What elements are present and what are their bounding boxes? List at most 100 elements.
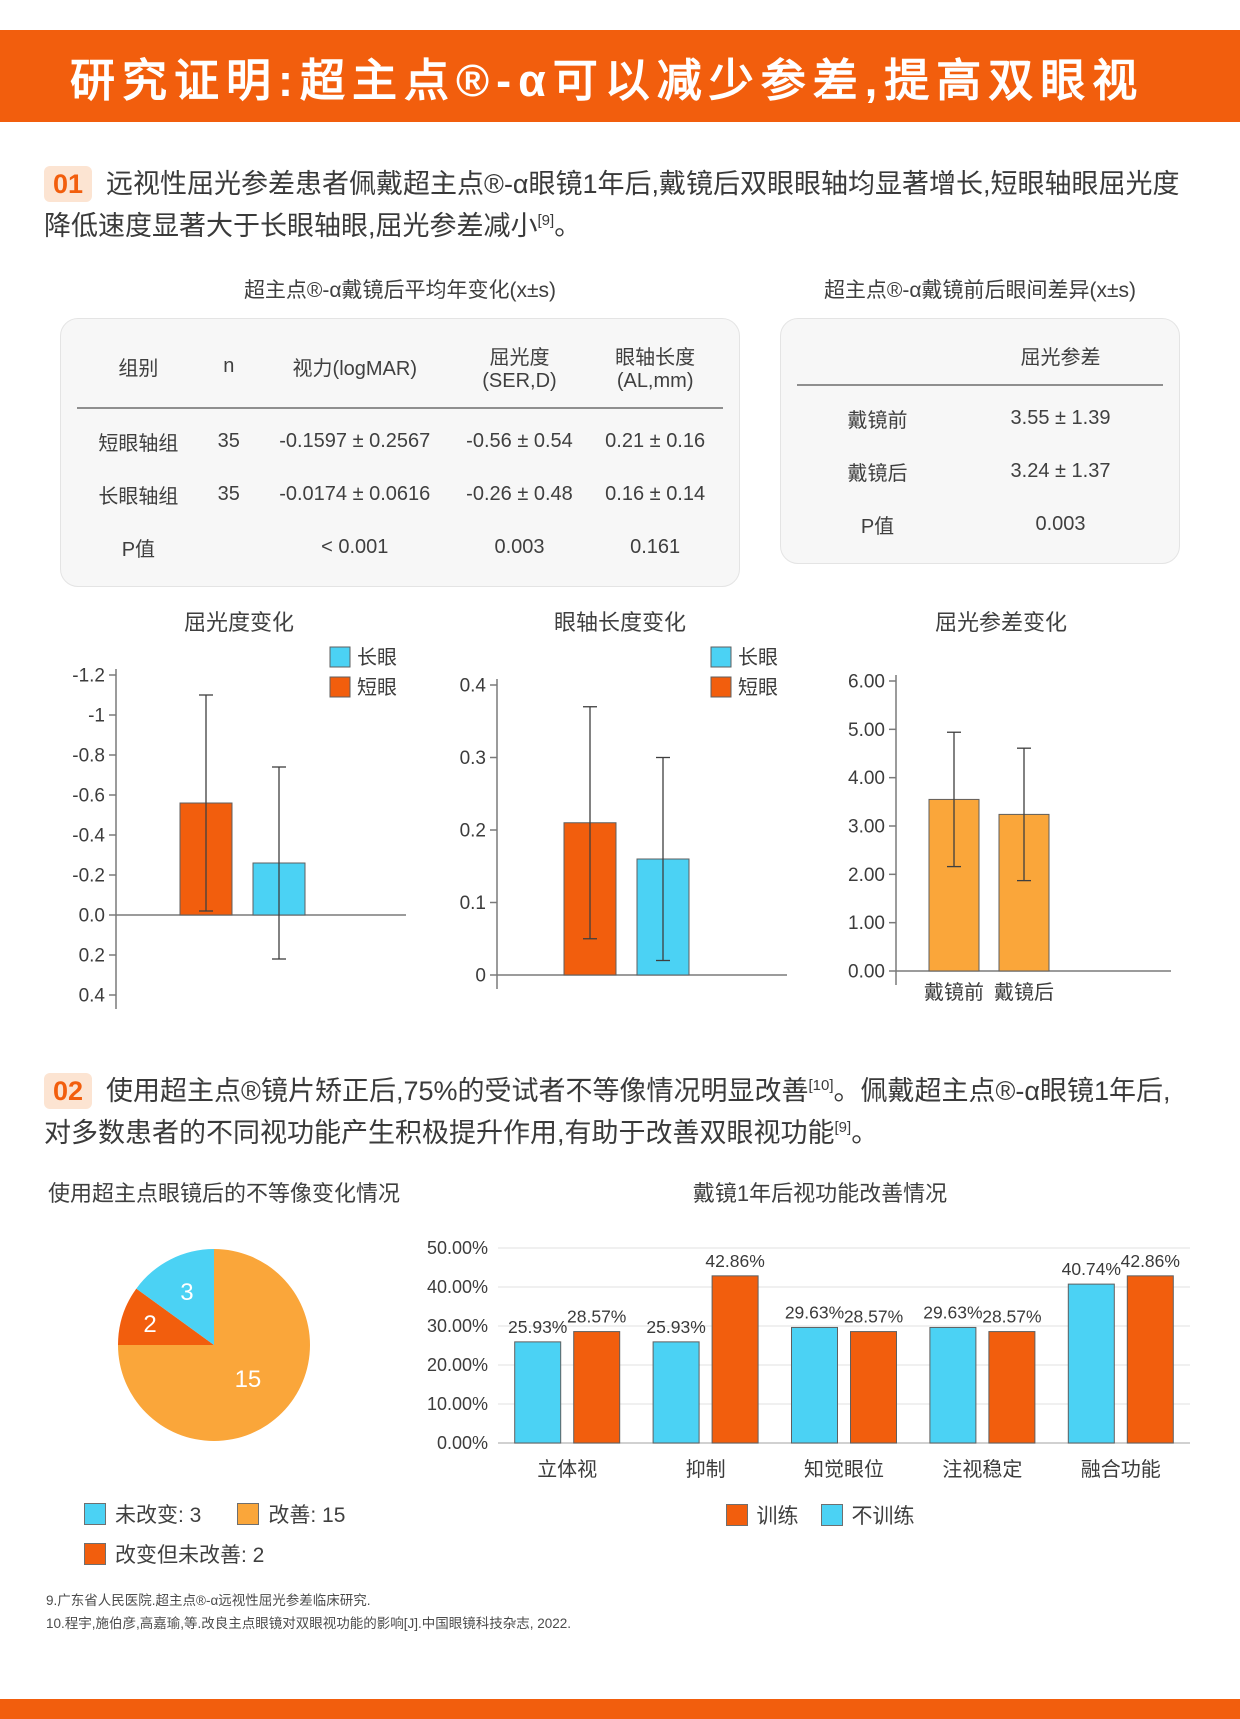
svg-text:融合功能: 融合功能 — [1081, 1458, 1161, 1481]
svg-text:42.86%: 42.86% — [705, 1251, 764, 1271]
legend-label: 不训练 — [851, 1505, 915, 1529]
table-cell: 35 — [217, 482, 240, 505]
svg-text:0.4: 0.4 — [460, 675, 487, 696]
svg-text:-1: -1 — [88, 705, 105, 726]
svg-text:20.00%: 20.00% — [427, 1355, 488, 1375]
refraction-change-title: 屈光度变化 — [183, 609, 294, 635]
svg-text:短眼: 短眼 — [738, 676, 778, 699]
section-02-text-end: 。 — [851, 1117, 879, 1148]
svg-text:0.1: 0.1 — [460, 893, 486, 914]
visual-function-title: 戴镜1年后视功能改善情况 — [692, 1181, 948, 1207]
table-cell: 3.24 ± 1.37 — [1010, 459, 1111, 482]
anisometropia-change-title: 屈光参差变化 — [934, 609, 1067, 635]
visual-function-chart: 0.00% 10.00% 20.00% 30.00% 40.00% 50.00% 立体视 25… — [427, 1238, 1190, 1481]
table-cell: 3.55 ± 1.39 — [1010, 406, 1111, 429]
svg-text:0.0: 0.0 — [79, 905, 105, 926]
anisometropia-change-figure: 屈光参差变化 0.00 1.00 2.00 3.00 4.00 5.00 6.00 戴镜前 戴镜… — [826, 605, 1176, 1029]
svg-text:-0.2: -0.2 — [72, 865, 105, 886]
section-02-badge: 02 — [44, 1072, 93, 1110]
axial-length-change-figure: 眼轴长度变化 0 0.1 0.2 0.3 0.4 长眼 短眼 — [445, 605, 795, 1029]
visual-function-legend: 训练 不训练 — [420, 1500, 1220, 1530]
svg-text:40.00%: 40.00% — [427, 1277, 488, 1297]
svg-text:29.63%: 29.63% — [785, 1303, 844, 1323]
svg-text:长眼: 长眼 — [357, 646, 397, 669]
svg-text:5.00: 5.00 — [848, 720, 885, 741]
bottom-charts-row: 使用超主点眼镜后的不等像变化情况 15 2 3 未改变: 3 改善: 15 改变但未… — [0, 1176, 1240, 1574]
svg-text:0.00%: 0.00% — [437, 1433, 488, 1453]
footnote-9: 9.广东省人民医院.超主点®-α远视性屈光参差临床研究. — [46, 1593, 371, 1609]
trained-swatch — [725, 1504, 748, 1527]
svg-text:0.3: 0.3 — [460, 748, 486, 769]
aniseikonia-pie-figure: 使用超主点眼镜后的不等像变化情况 15 2 3 未改变: 3 改善: 15 改变但未… — [44, 1176, 404, 1574]
table-cell: 0.16 ± 0.14 — [605, 482, 706, 505]
svg-text:0.2: 0.2 — [79, 945, 105, 966]
svg-text:戴镜后: 戴镜后 — [994, 981, 1054, 1004]
table-cell: 戴镜后 — [847, 462, 908, 485]
svg-text:注视稳定: 注视稳定 — [942, 1458, 1022, 1481]
eye-difference-table-title: 超主点®-α戴镜前后眼间差异(x±s) — [823, 278, 1137, 302]
section-02-text-1: 使用超主点®镜片矫正后,75%的受试者不等像情况明显改善 — [106, 1075, 809, 1106]
svg-text:0.4: 0.4 — [79, 985, 106, 1006]
refraction-change-figure: 屈光度变化 -1.2 -1 -0.8 -0.6 -0.4 -0.2 0.0 0.2 0.4 长眼短… — [64, 605, 414, 1029]
svg-text:3.00: 3.00 — [848, 816, 885, 837]
svg-text:0: 0 — [475, 965, 486, 986]
column-header: 眼轴长度(AL,mm) — [587, 325, 723, 409]
table-row: P值 < 0.001 0.003 0.161 — [77, 521, 723, 574]
legend-item-untrained: 不训练 — [820, 1500, 915, 1530]
untrained-swatch — [820, 1504, 843, 1527]
header-row: 屈光参差 — [797, 325, 1163, 386]
svg-text:40.74%: 40.74% — [1062, 1259, 1121, 1279]
svg-text:2.00: 2.00 — [848, 865, 885, 886]
anisometropia-change-chart: 0.00 1.00 2.00 3.00 4.00 5.00 6.00 戴镜前 戴镜后 — [848, 671, 1171, 1004]
unchanged-swatch — [84, 1503, 106, 1526]
table-cell: 0.161 — [630, 535, 681, 558]
footnote-10: 10.程宇,施伯彦,高嘉瑜,等.改良主点眼镜对双眼视功能的影响[J].中国眼镜科… — [46, 1615, 572, 1631]
svg-text:0.00: 0.00 — [848, 961, 885, 982]
svg-text:-0.8: -0.8 — [72, 745, 105, 766]
svg-text:28.57%: 28.57% — [982, 1307, 1041, 1327]
svg-text:戴镜前: 戴镜前 — [924, 981, 984, 1004]
table-cell: 35 — [217, 429, 240, 452]
section-01-paragraph: 01 远视性屈光参差患者佩戴超主点®-α眼镜1年后,戴镜后双眼眼轴均显著增长,短眼… — [44, 164, 1196, 248]
table-cell: 0.21 ± 0.16 — [605, 429, 706, 452]
section-01-badge: 01 — [44, 166, 93, 203]
section-01-text-end: 。 — [554, 210, 582, 241]
svg-text:28.57%: 28.57% — [567, 1307, 626, 1327]
table-row: 长眼轴组 35 -0.0174 ± 0.0616 -0.26 ± 0.48 0.16 ±… — [77, 468, 723, 521]
table-cell — [200, 521, 258, 574]
table-cell: 短眼轴组 — [98, 432, 179, 455]
svg-text:4.00: 4.00 — [848, 768, 885, 789]
svg-text:2: 2 — [143, 1312, 156, 1339]
svg-text:-1.2: -1.2 — [72, 665, 105, 686]
table-cell: P值 — [860, 515, 895, 538]
table-cell: 戴镜前 — [847, 409, 908, 432]
annual-change-table-title: 超主点®-α戴镜后平均年变化(x±s) — [243, 278, 557, 302]
table-cell: 0.003 — [1035, 512, 1086, 535]
svg-text:25.93%: 25.93% — [646, 1317, 705, 1337]
svg-text:短眼: 短眼 — [357, 676, 397, 699]
eye-difference-table: 屈光参差戴镜前 3.55 ± 1.39 戴镜后 3.24 ± 1.37 P值 0.003 — [780, 317, 1180, 564]
visual-function-figure: 戴镜1年后视功能改善情况 0.00% 10.00% 20.00% 30.00% 40.0… — [420, 1176, 1220, 1574]
svg-text:立体视: 立体视 — [537, 1458, 597, 1481]
svg-text:3: 3 — [180, 1279, 193, 1306]
svg-text:长眼: 长眼 — [738, 646, 778, 669]
pie-legend-item-unchanged: 未改变: 3 — [84, 1499, 201, 1529]
legend-label: 训练 — [756, 1505, 799, 1529]
table-row: 戴镜后 3.24 ± 1.37 — [797, 445, 1163, 498]
pie-legend-label: 改善: 15 — [268, 1504, 346, 1528]
pie-legend-label: 改变但未改善: 2 — [115, 1544, 265, 1568]
svg-text:1.00: 1.00 — [848, 913, 885, 934]
tables-row: 超主点®-α戴镜后平均年变化(x±s) 组别 n 视力(logMAR) 屈光度(SER… — [0, 274, 1240, 587]
column-header: 屈光参差 — [958, 325, 1163, 386]
table-cell: -0.1597 ± 0.2567 — [279, 429, 431, 452]
column-header — [797, 325, 959, 386]
section-02-reference-mark-1: [10] — [808, 1076, 834, 1094]
eye-difference-table-block: 超主点®-α戴镜前后眼间差异(x±s) 屈光参差戴镜前 3.55 ± 1.39 戴镜… — [780, 274, 1180, 587]
changed-not-improved-swatch — [84, 1543, 106, 1566]
aniseikonia-pie-title: 使用超主点眼镜后的不等像变化情况 — [47, 1181, 400, 1207]
pie-legend-item-improved: 改善: 15 — [237, 1499, 345, 1529]
section-02-reference-mark-2: [9] — [834, 1118, 852, 1136]
